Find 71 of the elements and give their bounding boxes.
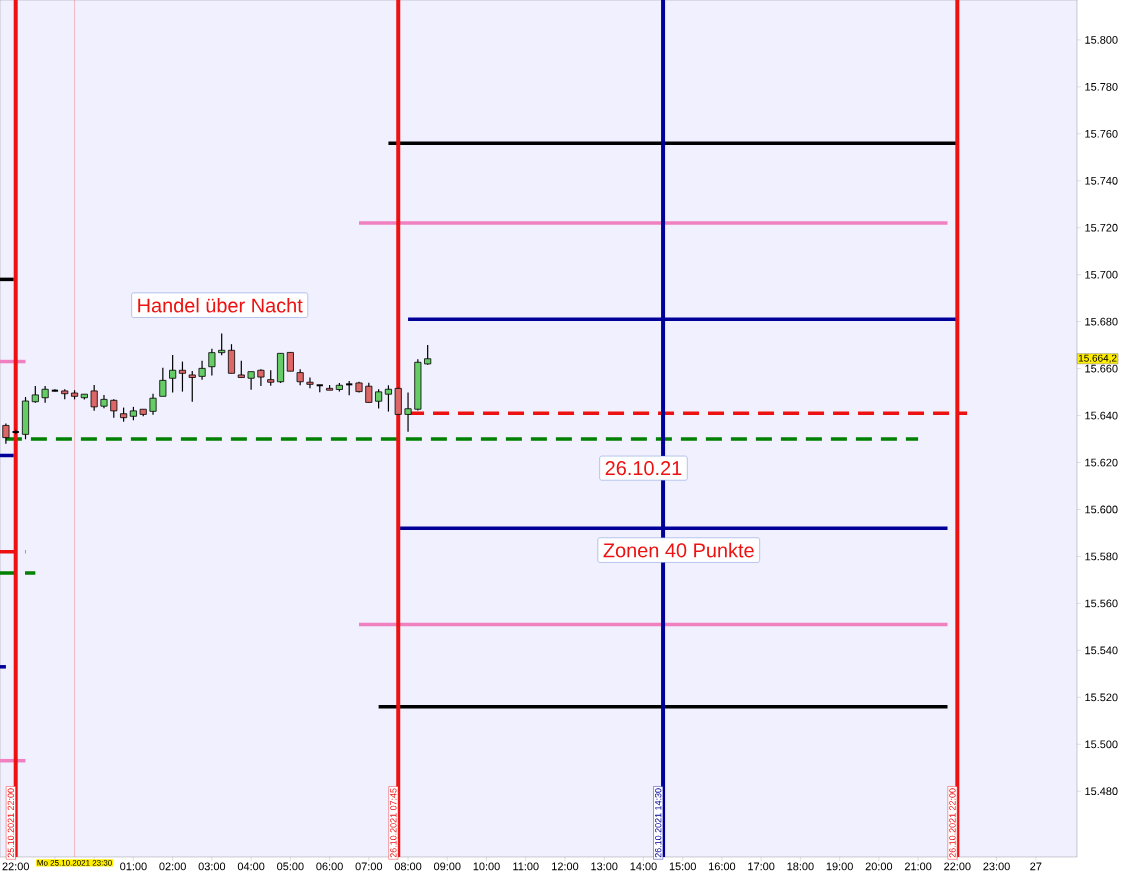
candlestick [424, 344, 432, 366]
candlestick [365, 382, 373, 404]
x-tick-label: 06:00 [316, 862, 343, 871]
y-tick-label: 15.680 [1085, 317, 1118, 326]
candlestick [404, 391, 412, 433]
x-tick-label: 14:00 [630, 862, 657, 871]
candlestick [306, 376, 314, 389]
candlestick [208, 348, 216, 377]
y-tick-label: 15.800 [1085, 36, 1118, 44]
x-tick-label: 07:00 [355, 862, 383, 871]
x-tick-label: 04:00 [237, 862, 265, 871]
x-tick-label: 05:00 [277, 862, 304, 871]
x-tick-label: 11:00 [513, 862, 539, 871]
y-tick-label: 15.760 [1085, 129, 1118, 138]
candlestick [90, 384, 98, 412]
candlestick [178, 360, 186, 393]
x-tick-label: 03:00 [198, 862, 226, 871]
candlestick [257, 368, 265, 387]
x-tick-label: 15:00 [669, 862, 696, 871]
x-tick-label: 13:00 [591, 862, 618, 871]
x-tick-label: 02:00 [159, 862, 186, 871]
ref-line-label: 26.10.2021 14:30 [655, 788, 662, 858]
x-tick-label: 08:00 [394, 862, 422, 871]
y-tick-label: 15.660 [1085, 364, 1118, 373]
x-tick-label: 01:00 [120, 862, 147, 871]
x-tick-label: 17:00 [748, 862, 775, 871]
candlestick [159, 367, 167, 397]
candlestick [218, 332, 226, 356]
annotation: Handel über Nacht [138, 297, 303, 313]
y-tick-label: 15.540 [1085, 646, 1118, 655]
candlestick [169, 354, 177, 394]
candlestick [384, 384, 392, 413]
ref-line-label: 26.10.2021 22:00 [949, 788, 956, 858]
x-tick-label: 16:00 [709, 862, 736, 871]
x-tick-label: 18:00 [787, 862, 814, 871]
y-tick-label: 15.580 [1085, 552, 1118, 561]
annotation: 26.10.21 [605, 461, 682, 476]
candlestick [227, 343, 236, 374]
ref-line-label: 26.10.2021 07:45 [390, 788, 397, 858]
text: 15.664,2 [1078, 354, 1117, 363]
y-tick-label: 15.700 [1085, 270, 1118, 279]
candlestick [247, 371, 255, 391]
candlestick [375, 388, 383, 410]
y-tick-label: 15.720 [1085, 223, 1118, 232]
x-tick-label: 20:00 [865, 862, 893, 871]
candlestick [149, 393, 157, 416]
y-tick-label: 15.500 [1085, 740, 1118, 749]
candlestick [198, 360, 206, 381]
x-tick-label: 23:00 [983, 862, 1010, 871]
y-tick-label: 15.520 [1085, 693, 1118, 702]
x-tick-label: 22:00 [944, 862, 971, 871]
y-tick-label: 15.780 [1085, 82, 1118, 91]
x-tick-label: 10:00 [473, 862, 500, 871]
candlestick [110, 398, 118, 419]
ref-line-label: 25.10.2021 22:00 [7, 788, 15, 858]
y-tick-label: 15.620 [1085, 458, 1118, 467]
annotation: Zonen 40 Punkte [603, 542, 754, 558]
x-tick-label: 27 [1030, 862, 1042, 871]
candlestick [2, 422, 10, 445]
y-tick-label: 15.740 [1085, 176, 1118, 185]
x-tick-label: 19:00 [826, 862, 853, 871]
y-tick-label: 15.480 [1085, 787, 1118, 796]
candlestick [286, 351, 294, 372]
x-tick-label: 09:00 [433, 862, 461, 871]
x-tick-label: 22:00 [2, 862, 29, 871]
y-tick-label: 15.640 [1085, 411, 1118, 420]
y-tick-label: 15.560 [1085, 599, 1118, 608]
x-tick-label: 12:00 [552, 862, 579, 871]
y-tick-label: 15.600 [1085, 505, 1118, 514]
x-tick-label: 21:00 [904, 862, 932, 871]
candlestick [188, 370, 196, 403]
